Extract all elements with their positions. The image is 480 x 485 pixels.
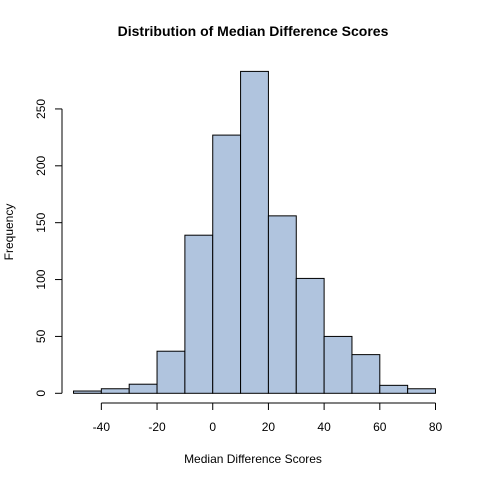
x-tick-label-1: -20 <box>148 420 166 434</box>
x-axis-label: Median Difference Scores <box>184 452 322 466</box>
x-tick-label-0: -40 <box>93 420 111 434</box>
histogram-bar-10 <box>351 354 381 394</box>
x-tick-label-4: 40 <box>317 420 331 434</box>
histogram-bar-3 <box>156 350 186 394</box>
histogram-bar-4 <box>184 234 214 394</box>
x-tick-label-5: 60 <box>373 420 387 434</box>
histogram-bar-2 <box>128 383 158 394</box>
histogram-bar-9 <box>323 335 353 394</box>
y-tick-label-0: 0 <box>34 390 48 397</box>
histogram-bar-11 <box>379 384 409 394</box>
y-tick-label-1: 50 <box>34 329 48 343</box>
histogram-bar-8 <box>295 277 325 394</box>
histogram-bar-0 <box>73 390 102 394</box>
x-tick-label-3: 20 <box>262 420 276 434</box>
histogram-bar-1 <box>100 388 130 394</box>
y-tick-label-2: 100 <box>34 269 48 289</box>
y-tick-label-3: 150 <box>34 212 48 232</box>
histogram-bar-7 <box>267 215 297 394</box>
y-axis: 0 50 100 150 200 250 <box>34 99 63 397</box>
chart-title: Distribution of Median Difference Scores <box>118 23 389 39</box>
histogram-bar-5 <box>212 134 242 394</box>
x-axis: -40 -20 0 20 40 60 80 <box>93 402 443 434</box>
y-axis-label: Frequency <box>2 204 16 261</box>
histogram-bar-12 <box>407 388 436 394</box>
histogram-bar-6 <box>240 70 269 394</box>
x-tick-label-6: 80 <box>429 420 443 434</box>
bars-group <box>73 70 436 394</box>
y-tick-label-5: 250 <box>34 99 48 119</box>
x-tick-label-2: 0 <box>209 420 216 434</box>
y-tick-label-4: 200 <box>34 155 48 175</box>
